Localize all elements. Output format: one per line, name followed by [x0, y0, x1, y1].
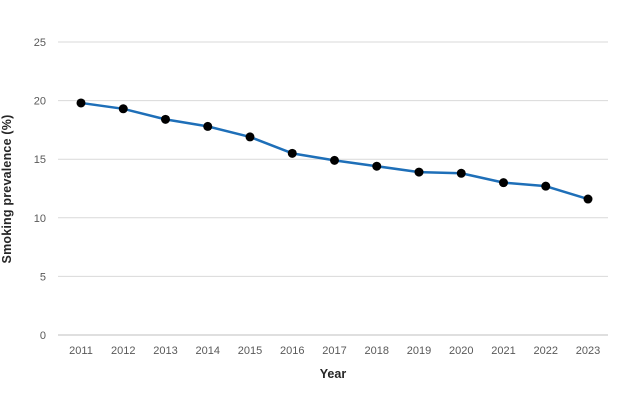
y-tick-label: 10	[34, 213, 46, 225]
x-tick-label: 2023	[576, 345, 600, 357]
x-tick-label: 2012	[111, 345, 135, 357]
x-tick-label: 2011	[69, 345, 93, 357]
x-tick-label: 2018	[365, 345, 389, 357]
data-point	[245, 132, 255, 142]
data-point	[118, 104, 128, 114]
data-line	[79, 101, 590, 201]
y-tick-label: 20	[34, 96, 46, 108]
data-point	[499, 178, 508, 188]
x-tick-label: 2021	[491, 345, 515, 357]
data-point	[541, 181, 551, 191]
y-tick-label: 15	[34, 154, 46, 166]
x-tick-label: 2020	[449, 345, 473, 357]
data-point	[583, 194, 593, 204]
data-point	[456, 168, 466, 178]
data-point	[76, 98, 86, 108]
y-tick-label: 25	[34, 37, 46, 49]
y-tick-label: 5	[40, 271, 46, 283]
data-point	[203, 121, 213, 131]
data-point	[372, 161, 382, 171]
x-tick-label: 2013	[153, 345, 177, 357]
x-tick-label: 2017	[322, 345, 346, 357]
data-point	[161, 114, 170, 124]
x-tick-label: 2014	[196, 345, 220, 357]
y-tick-label: 0	[40, 330, 46, 342]
x-tick-label: 2016	[280, 345, 304, 357]
data-point	[287, 148, 297, 158]
y-axis-title: Smoking prevalence (%)	[0, 114, 14, 264]
x-axis-title: Year	[319, 367, 347, 381]
data-point	[330, 155, 339, 165]
x-tick-label: 2015	[238, 345, 262, 357]
x-tick-label: 2022	[534, 345, 558, 357]
data-point	[414, 167, 424, 177]
x-tick-label: 2019	[407, 345, 431, 357]
